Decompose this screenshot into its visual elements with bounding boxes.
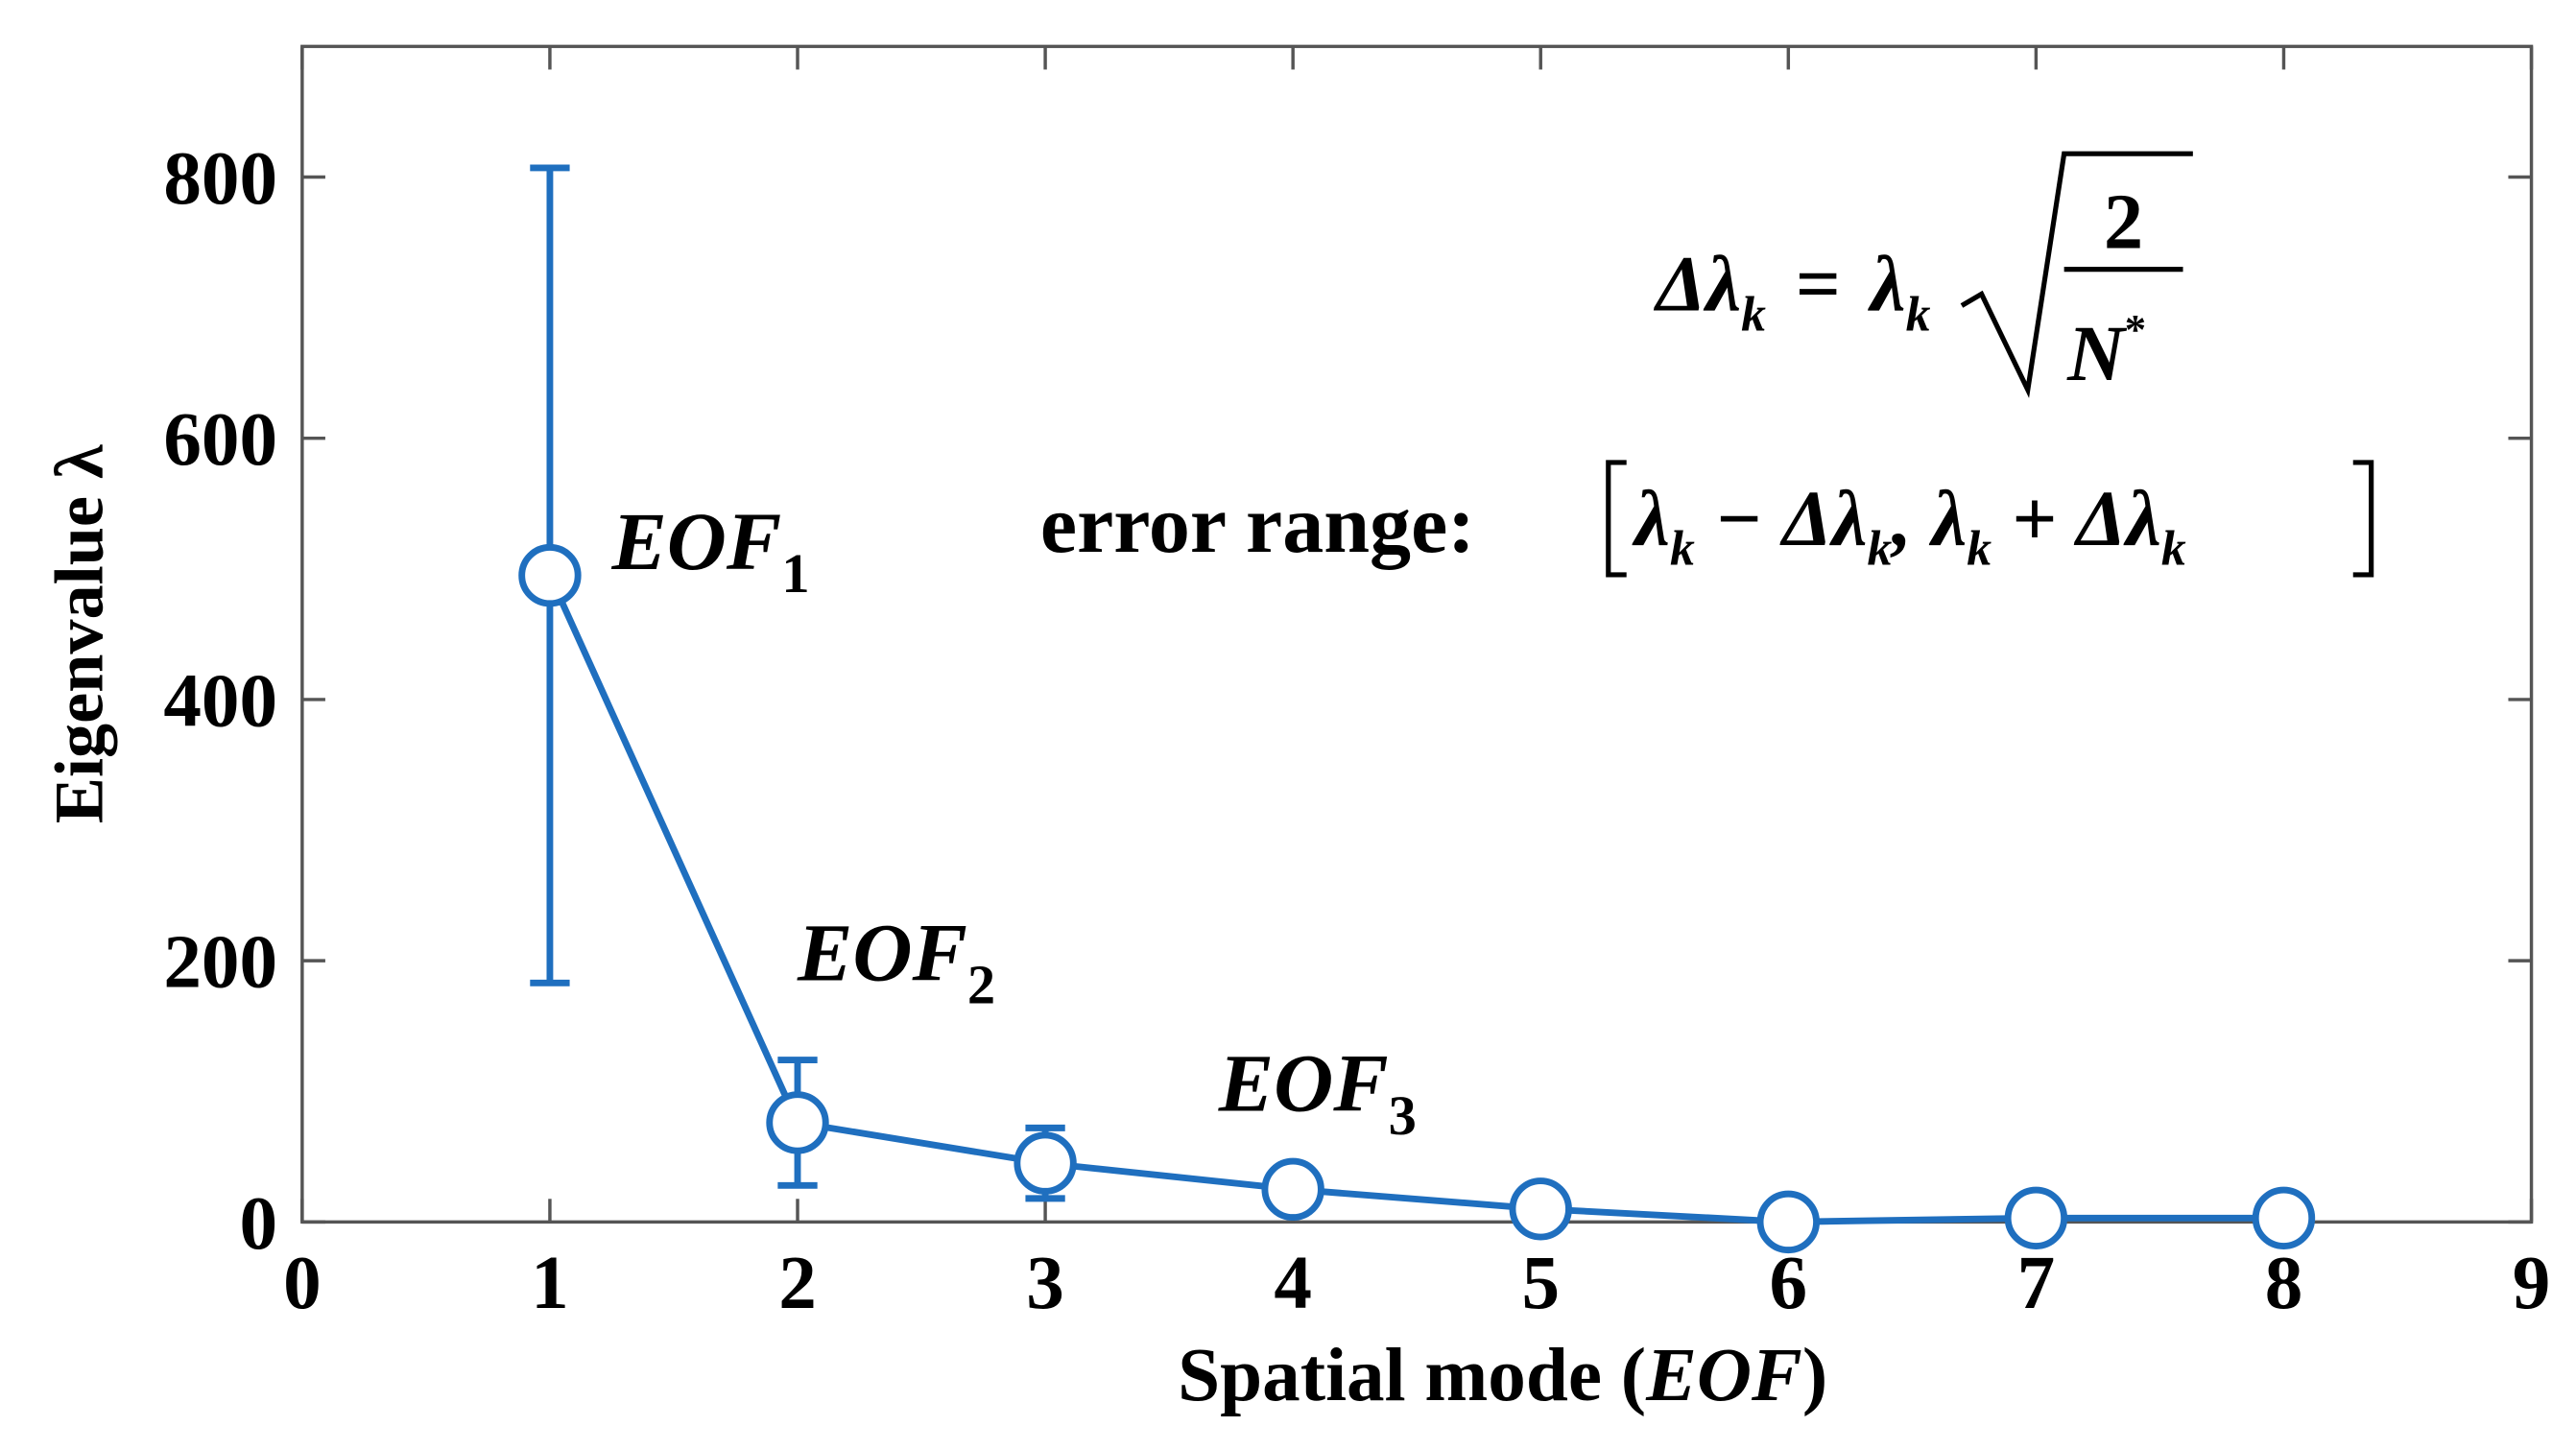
formula-sub: k bbox=[1741, 287, 1766, 342]
x-tick-label: 5 bbox=[1521, 1241, 1560, 1325]
x-axis-label: Spatial mode (EOF) bbox=[1178, 1333, 1827, 1417]
error-range-sub: k bbox=[1967, 522, 1992, 577]
error-range-label: error range: bbox=[1040, 478, 1475, 570]
error-range-part: , λ bbox=[1890, 474, 1967, 562]
y-tick-label: 800 bbox=[163, 136, 277, 221]
formula-part: Δλ bbox=[1654, 240, 1741, 328]
formula-part: = bbox=[1796, 240, 1841, 328]
y-axis-label: Eigenvalue λ bbox=[41, 444, 118, 823]
x-tick-label: 7 bbox=[2017, 1241, 2056, 1325]
data-point bbox=[2252, 1186, 2316, 1249]
annotation-text: EOF bbox=[1218, 1037, 1389, 1129]
error-range-sub: k bbox=[1670, 522, 1695, 577]
x-tick-label: 3 bbox=[1026, 1241, 1064, 1325]
error-range-part: λ bbox=[1632, 474, 1670, 562]
error-range-part: + Δλ bbox=[1992, 474, 2161, 562]
annotation-text: EOF bbox=[797, 907, 967, 999]
annotation-subscript: 1 bbox=[781, 542, 809, 605]
x-label-part: ) bbox=[1802, 1333, 1827, 1417]
plot-frame bbox=[300, 44, 2534, 1224]
y-tick-label: 400 bbox=[163, 658, 277, 743]
y-tick-label: 0 bbox=[239, 1181, 277, 1266]
annotation-text: EOF bbox=[610, 495, 781, 587]
x-label-part: Spatial mode ( bbox=[1178, 1333, 1646, 1417]
data-point bbox=[518, 543, 582, 607]
data-point bbox=[766, 1091, 829, 1154]
data-point bbox=[2004, 1186, 2068, 1249]
x-tick-label: 6 bbox=[1770, 1241, 1808, 1325]
x-tick-label: 8 bbox=[2265, 1241, 2303, 1325]
bracket bbox=[2352, 460, 2374, 578]
formula-lhs: Δλk = λk bbox=[1654, 240, 1931, 343]
formula-numerator: 2 bbox=[2104, 177, 2143, 265]
formula-sub: k bbox=[1906, 287, 1931, 342]
formula-sup: * bbox=[2125, 305, 2146, 353]
bracket bbox=[1606, 460, 1627, 578]
sqrt-sign bbox=[1960, 151, 2193, 398]
x-tick-label: 1 bbox=[531, 1241, 569, 1325]
data-point bbox=[1509, 1177, 1572, 1241]
x-tick-label: 0 bbox=[283, 1241, 322, 1325]
y-tick-label: 600 bbox=[163, 397, 277, 482]
formula-part: N bbox=[2066, 309, 2128, 397]
x-tick-label: 4 bbox=[1274, 1241, 1312, 1325]
annotation: EOF2 bbox=[797, 907, 995, 1016]
x-label-part: EOF bbox=[1645, 1333, 1802, 1417]
annotation: EOF1 bbox=[610, 495, 809, 605]
annotation: EOF3 bbox=[1218, 1037, 1417, 1147]
annotation-subscript: 2 bbox=[967, 954, 995, 1016]
error-range-sub: k bbox=[1868, 522, 1893, 577]
x-tick-label: 2 bbox=[778, 1241, 817, 1325]
data-point bbox=[1756, 1190, 1821, 1254]
annotation-subscript: 3 bbox=[1389, 1084, 1417, 1147]
formula-denominator: N* bbox=[2066, 305, 2146, 397]
x-tick-label: 9 bbox=[2513, 1241, 2551, 1325]
error-range-expression: λk − Δλk, λk + Δλk bbox=[1632, 474, 2186, 577]
formula-part: λ bbox=[1868, 240, 1906, 328]
data-line bbox=[546, 574, 2284, 1225]
error-range-part: − Δλ bbox=[1695, 474, 1868, 562]
y-tick-label: 200 bbox=[163, 920, 277, 1005]
error-range-sub: k bbox=[2161, 522, 2186, 577]
data-point bbox=[1014, 1131, 1077, 1195]
data-point bbox=[1261, 1157, 1324, 1222]
